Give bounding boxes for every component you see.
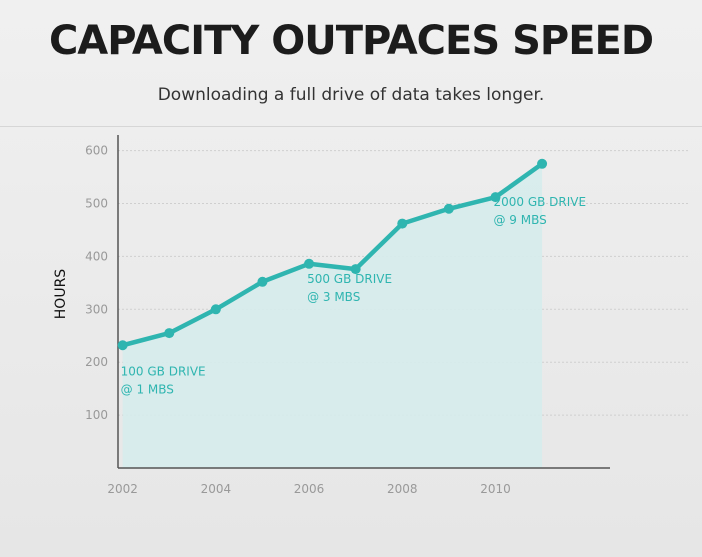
x-tick-label: 2010: [480, 482, 511, 496]
x-tick-label: 2008: [387, 482, 418, 496]
annotation-line2: @ 3 MBS: [307, 290, 360, 304]
tick-labels: 100 200 300 400 500 600 2002 2004 2006 2008 2010: [85, 144, 511, 496]
y-axis-label: HOURS: [53, 269, 69, 320]
data-point-2009: [443, 203, 454, 214]
annotation-line1: 100 GB DRIVE: [121, 364, 206, 378]
data-point-2002: [117, 340, 128, 351]
y-tick-label: 100: [85, 408, 108, 422]
y-tick-label: 600: [85, 144, 108, 158]
y-tick-label: 500: [85, 196, 108, 210]
x-tick-label: 2004: [201, 482, 232, 496]
annotations: 100 GB DRIVE @ 1 MBS 500 GB DRIVE @ 3 MBS 20…: [121, 195, 586, 396]
annotation-line1: 2000 GB DRIVE: [493, 195, 586, 209]
series-line: [120, 161, 545, 348]
annotation-line1: 500 GB DRIVE: [307, 272, 392, 286]
data-point-2008: [397, 218, 408, 229]
data-point-2004: [210, 304, 221, 315]
data-point-2006: [304, 258, 315, 269]
area-fill: [122, 163, 543, 468]
x-tick-label: 2002: [107, 482, 138, 496]
data-points: [117, 158, 548, 351]
data-point-2003: [164, 328, 175, 339]
y-tick-label: 400: [85, 249, 108, 263]
data-point-2011: [537, 158, 548, 169]
area-fill-layer: [122, 163, 543, 468]
x-tick-label: 2006: [294, 482, 325, 496]
data-point-2007: [350, 264, 361, 275]
y-tick-label: 300: [85, 302, 108, 316]
title-divider: [0, 126, 702, 127]
data-point-2010: [490, 192, 501, 203]
data-point-2005: [257, 276, 268, 287]
series-line-layer: [120, 161, 545, 348]
annotation-line2: @ 1 MBS: [121, 382, 174, 396]
chart-subtitle: Downloading a full drive of data takes l…: [157, 85, 545, 105]
y-tick-label: 200: [85, 355, 108, 369]
axes: [117, 135, 610, 469]
annotation-line2: @ 9 MBS: [493, 213, 546, 227]
chart-title: CAPACITY OUTPACES SPEED: [48, 18, 654, 64]
